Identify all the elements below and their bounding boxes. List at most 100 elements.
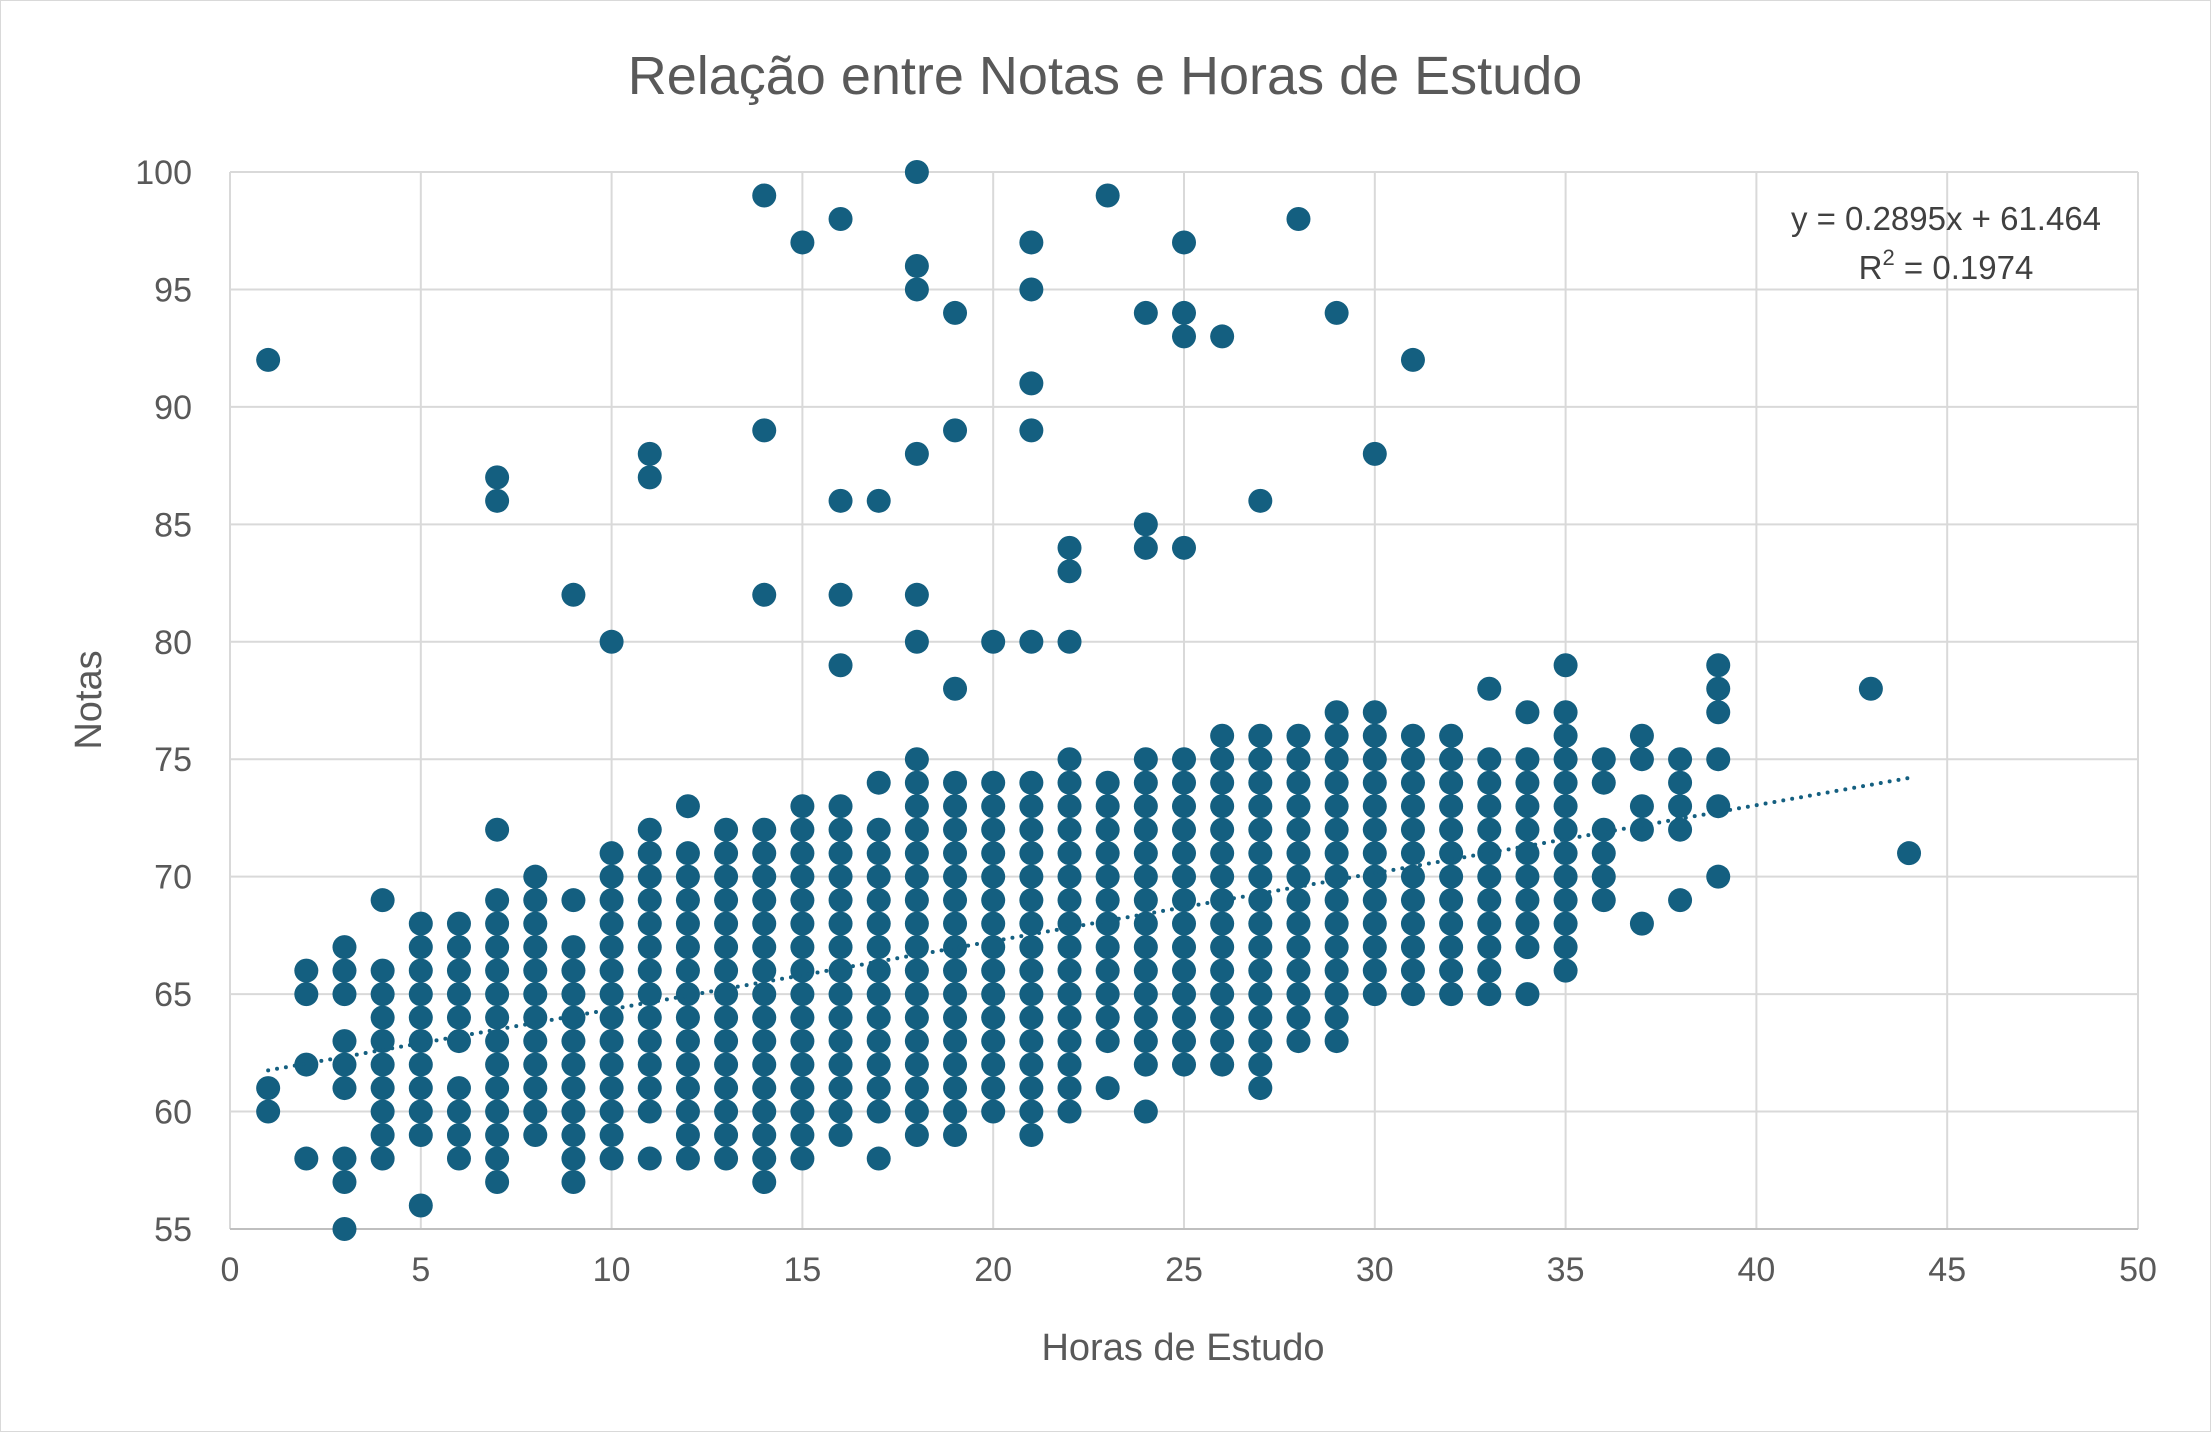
data-point: [752, 1170, 777, 1195]
data-point: [904, 747, 929, 772]
data-point: [637, 1146, 662, 1171]
data-point: [866, 1052, 891, 1077]
data-point: [1706, 653, 1731, 678]
data-point: [981, 958, 1006, 983]
data-point: [904, 794, 929, 819]
data-point: [1286, 958, 1311, 983]
data-point: [1286, 864, 1311, 889]
data-point: [1439, 982, 1464, 1007]
data-point: [256, 1099, 281, 1124]
data-point: [943, 888, 968, 913]
data-point: [1095, 958, 1120, 983]
data-point: [1553, 817, 1578, 842]
data-point: [1172, 817, 1196, 842]
data-point: [828, 911, 853, 936]
data-point: [1019, 1029, 1044, 1054]
data-point: [904, 1052, 929, 1077]
data-point: [1057, 958, 1082, 983]
data-point: [1553, 841, 1578, 866]
data-point: [1477, 794, 1502, 819]
data-point: [1324, 958, 1349, 983]
data-point: [1248, 1005, 1273, 1030]
data-point: [828, 653, 853, 678]
data-point: [1286, 747, 1311, 772]
data-point: [675, 911, 700, 936]
data-point: [828, 1076, 853, 1101]
data-point: [1019, 1005, 1044, 1030]
data-point: [485, 1052, 510, 1077]
data-point: [714, 911, 739, 936]
data-point: [1362, 935, 1387, 960]
data-point: [1286, 817, 1311, 842]
data-point: [1286, 723, 1311, 748]
data-point: [599, 1005, 624, 1030]
data-point: [1095, 794, 1120, 819]
data-point: [1439, 770, 1464, 795]
data-point: [752, 841, 777, 866]
data-point: [904, 1099, 929, 1124]
data-point: [599, 1076, 624, 1101]
data-point: [561, 888, 586, 913]
data-point: [866, 1146, 891, 1171]
data-point: [714, 982, 739, 1007]
data-point: [1172, 935, 1196, 960]
data-point: [1210, 982, 1235, 1007]
data-point: [1324, 300, 1349, 325]
data-point: [752, 1076, 777, 1101]
x-tick-label: 30: [1356, 1251, 1394, 1289]
data-point: [599, 888, 624, 913]
data-point: [1362, 817, 1387, 842]
data-point: [1629, 747, 1654, 772]
x-tick-label: 5: [411, 1251, 430, 1289]
data-point: [637, 1099, 662, 1124]
data-point: [1057, 1052, 1082, 1077]
data-point: [1210, 1052, 1235, 1077]
data-point: [485, 488, 510, 513]
data-point: [1400, 864, 1425, 889]
data-point: [561, 1123, 586, 1148]
data-point: [866, 982, 891, 1007]
data-point: [866, 864, 891, 889]
data-point: [370, 1076, 395, 1101]
x-axis-title: Horas de Estudo: [1041, 1327, 1324, 1369]
data-point: [790, 958, 815, 983]
data-point: [1286, 770, 1311, 795]
data-point: [714, 1123, 739, 1148]
y-tick-label: 60: [154, 1094, 192, 1132]
data-point: [1362, 888, 1387, 913]
chart-title: Relação entre Notas e Horas de Estudo: [628, 46, 1583, 106]
x-tick-label: 45: [1928, 1251, 1966, 1289]
data-point: [408, 1123, 433, 1148]
data-point: [752, 1005, 777, 1030]
data-point: [408, 1193, 433, 1218]
data-point: [1362, 723, 1387, 748]
data-point: [675, 1052, 700, 1077]
data-point: [1515, 841, 1540, 866]
data-point: [1019, 1076, 1044, 1101]
data-point: [408, 935, 433, 960]
trendline-layer: [266, 775, 1912, 1073]
data-point: [1515, 982, 1540, 1007]
data-point: [1400, 911, 1425, 936]
data-point: [408, 1099, 433, 1124]
data-point: [523, 1099, 548, 1124]
data-point: [561, 1052, 586, 1077]
data-point: [1133, 935, 1158, 960]
data-point: [523, 864, 548, 889]
data-point: [1248, 1076, 1273, 1101]
data-point: [943, 1005, 968, 1030]
data-point: [1591, 747, 1616, 772]
data-point: [1019, 911, 1044, 936]
data-point: [561, 1099, 586, 1124]
data-point: [675, 864, 700, 889]
data-point: [828, 1005, 853, 1030]
data-point: [1095, 982, 1120, 1007]
data-point: [790, 864, 815, 889]
y-tick-label: 75: [154, 741, 192, 779]
data-point: [943, 1123, 968, 1148]
data-point: [752, 1146, 777, 1171]
data-point: [790, 841, 815, 866]
data-point: [1057, 770, 1082, 795]
